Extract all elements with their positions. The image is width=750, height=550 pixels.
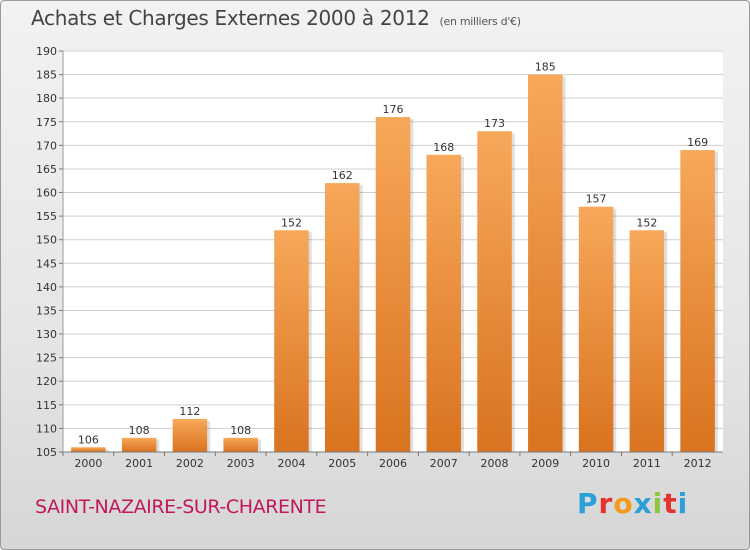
bar-value-label: 157 bbox=[586, 193, 607, 206]
bar bbox=[274, 230, 309, 452]
y-tick-label: 135 bbox=[36, 304, 57, 317]
y-tick-label: 180 bbox=[36, 92, 57, 105]
bar-value-label: 152 bbox=[636, 216, 657, 229]
y-tick-label: 150 bbox=[36, 234, 57, 247]
bar bbox=[172, 418, 208, 452]
y-tick-label: 115 bbox=[36, 399, 57, 412]
x-tick-label: 2004 bbox=[277, 457, 305, 470]
chart-title: Achats et Charges Externes 2000 à 2012 (e… bbox=[31, 6, 521, 30]
y-tick-label: 130 bbox=[36, 328, 57, 341]
y-tick-label: 120 bbox=[36, 375, 57, 388]
bar bbox=[121, 437, 157, 452]
y-tick-label: 170 bbox=[36, 139, 57, 152]
x-tick-label: 2012 bbox=[684, 457, 712, 470]
bar-value-label: 108 bbox=[230, 424, 251, 437]
x-tick-label: 2007 bbox=[430, 457, 458, 470]
bar-value-label: 152 bbox=[281, 216, 302, 229]
x-tick-label: 2001 bbox=[125, 457, 153, 470]
bar bbox=[71, 447, 106, 452]
bar bbox=[629, 230, 665, 452]
x-tick-label: 2002 bbox=[176, 457, 204, 470]
x-tick-label: 2006 bbox=[379, 457, 407, 470]
commune-name: SAINT-NAZAIRE-SUR-CHARENTE bbox=[35, 496, 327, 518]
x-tick-label: 2008 bbox=[481, 457, 509, 470]
y-tick-label: 105 bbox=[36, 446, 57, 459]
bar bbox=[578, 206, 614, 452]
bar bbox=[426, 154, 462, 452]
bar bbox=[477, 131, 512, 452]
chart-title-text: Achats et Charges Externes 2000 à 2012 bbox=[31, 6, 430, 30]
bar-value-label: 106 bbox=[78, 433, 99, 446]
y-tick-label: 145 bbox=[36, 257, 57, 270]
y-tick-label: 160 bbox=[36, 187, 57, 200]
bar-value-label: 185 bbox=[535, 61, 556, 74]
bar-value-label: 169 bbox=[687, 136, 708, 149]
x-axis-labels: 2000 2001 2002 2003 2004 2005 2006 2007 2008 2009… bbox=[62, 452, 712, 470]
y-tick-label: 175 bbox=[36, 116, 57, 129]
y-tick-label: 165 bbox=[36, 163, 57, 176]
proxiti-logo: Proxiti bbox=[577, 487, 689, 520]
x-tick-label: 2011 bbox=[633, 457, 661, 470]
y-tick-label: 185 bbox=[36, 69, 57, 82]
x-tick-label: 2005 bbox=[328, 457, 356, 470]
bar-value-label: 162 bbox=[332, 169, 353, 182]
bar-value-label: 112 bbox=[179, 405, 200, 418]
bar bbox=[223, 437, 258, 452]
y-axis-labels: 105 110 115 120 125 130 135 140 145 150 155 160 165 1… bbox=[36, 45, 57, 459]
y-tick-label: 140 bbox=[36, 281, 57, 294]
y-tick-label: 125 bbox=[36, 352, 57, 365]
x-tick-label: 2000 bbox=[74, 457, 102, 470]
bar-value-label: 168 bbox=[433, 141, 454, 154]
y-tick-label: 190 bbox=[36, 45, 57, 58]
chart-unit: (en milliers d'€) bbox=[439, 15, 521, 28]
bar bbox=[528, 74, 563, 453]
x-tick-label: 2003 bbox=[227, 457, 255, 470]
x-tick-label: 2009 bbox=[531, 457, 559, 470]
bars: 106 108 112 108 152 162 176 168 173 185 157 152 169 bbox=[71, 61, 718, 453]
bar-value-label: 173 bbox=[484, 117, 505, 130]
bar-value-label: 108 bbox=[129, 424, 150, 437]
bar bbox=[375, 117, 411, 452]
y-tick-label: 155 bbox=[36, 210, 57, 223]
y-tick-label: 110 bbox=[36, 422, 57, 435]
x-tick-label: 2010 bbox=[582, 457, 610, 470]
bar bbox=[324, 183, 360, 452]
bar-value-label: 176 bbox=[383, 103, 404, 116]
bar bbox=[680, 150, 715, 452]
